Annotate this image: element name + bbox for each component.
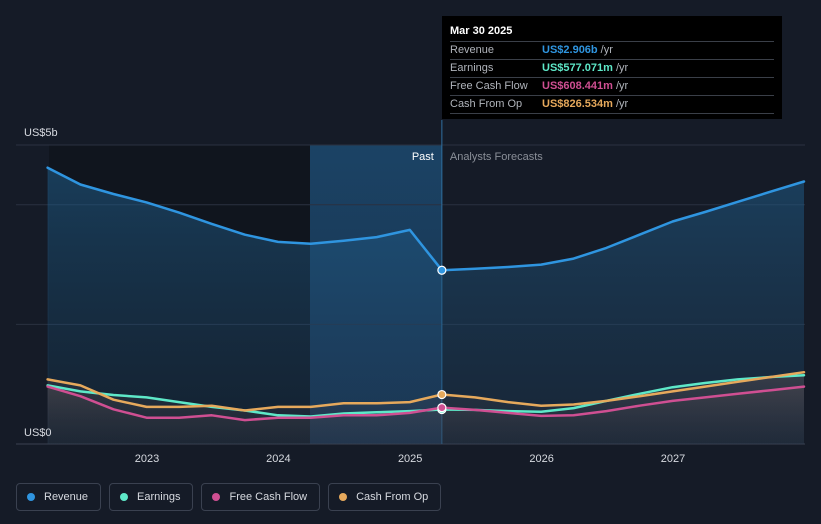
legend-label: Free Cash Flow: [229, 491, 308, 503]
data-point-marker: [437, 389, 447, 400]
legend-label: Cash From Op: [356, 491, 429, 503]
legend: Revenue Earnings Free Cash Flow Cash Fro…: [16, 483, 442, 511]
tooltip-value: US$2.906b: [542, 44, 598, 56]
tooltip-value: US$826.534m: [542, 98, 613, 110]
tooltip-row-free-cash-flow: Free Cash Flow US$608.441m /yr: [450, 78, 774, 96]
tooltip-value: US$608.441m: [542, 80, 613, 92]
tooltip-unit: /yr: [600, 44, 613, 56]
x-tick-label: 2024: [266, 453, 290, 465]
circle-dot-icon: [120, 493, 129, 501]
tooltip: Mar 30 2025 Revenue US$2.906b /yr Earnin…: [442, 16, 782, 119]
tooltip-row-revenue: Revenue US$2.906b /yr: [450, 42, 774, 60]
series-area-revenue: [47, 167, 805, 444]
legend-item-cash-from-op[interactable]: Cash From Op: [328, 483, 442, 511]
series-area-cash-from-op: [47, 372, 805, 444]
series-line-cash-from-op: [46, 370, 806, 412]
circle-dot-icon: [339, 493, 348, 501]
tooltip-label: Revenue: [450, 44, 495, 56]
data-point-marker: [437, 403, 447, 413]
series-line-revenue: [46, 166, 806, 272]
y-axis-bottom-label: US$0: [24, 427, 52, 439]
circle-dot-icon: [212, 493, 221, 501]
x-tick-label: 2025: [398, 453, 422, 465]
tooltip-unit: /yr: [615, 98, 629, 110]
tooltip-label: Earnings: [450, 62, 494, 74]
legend-item-revenue[interactable]: Revenue: [16, 483, 102, 511]
x-tick-label: 2026: [529, 453, 553, 465]
tooltip-date: Mar 30 2025: [450, 24, 774, 42]
tooltip-unit: /yr: [615, 80, 629, 92]
tooltip-label: Free Cash Flow: [450, 80, 528, 92]
x-tick-label: 2027: [661, 453, 685, 465]
legend-label: Earnings: [137, 491, 181, 503]
circle-dot-icon: [27, 493, 35, 501]
legend-item-earnings[interactable]: Earnings: [109, 483, 194, 511]
forecast-label: Analysts Forecasts: [450, 151, 543, 163]
tooltip-value: US$577.071m: [542, 62, 613, 74]
x-tick-label: 2023: [135, 453, 159, 465]
tooltip-label: Cash From Op: [450, 98, 523, 110]
past-label: Past: [412, 151, 434, 163]
tooltip-row-earnings: Earnings US$577.071m /yr: [450, 60, 774, 78]
legend-label: Revenue: [44, 491, 89, 503]
series-line-free-cash-flow: [46, 385, 806, 422]
tooltip-row-cash-from-op: Cash From Op US$826.534m /yr: [450, 96, 774, 114]
legend-item-free-cash-flow[interactable]: Free Cash Flow: [201, 483, 321, 511]
data-point-marker: [437, 265, 447, 275]
tooltip-unit: /yr: [615, 62, 629, 74]
y-axis-top-label: US$5b: [24, 127, 58, 139]
